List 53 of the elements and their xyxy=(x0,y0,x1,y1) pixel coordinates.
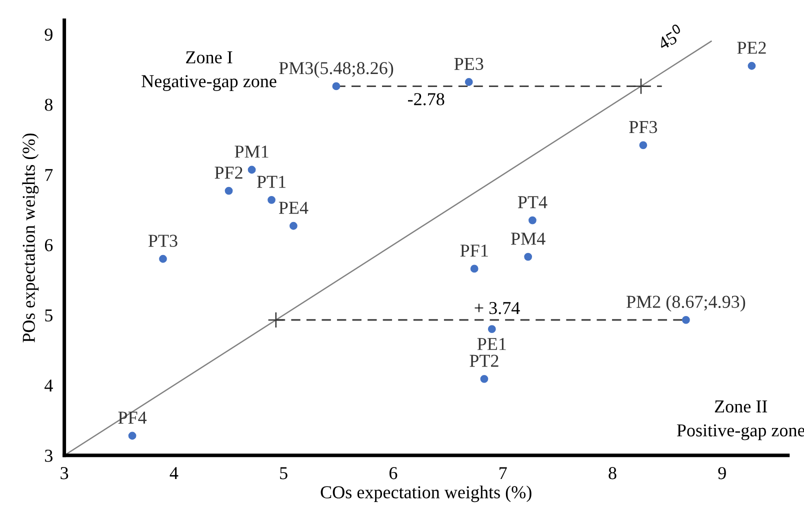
y-tick-label: 7 xyxy=(45,169,53,181)
annotation: PE4 xyxy=(278,202,308,214)
x-tick-label: 4 xyxy=(170,467,178,480)
x-tick-label: 7 xyxy=(500,467,507,480)
x-axis-title: COs expectation weights (%) xyxy=(320,486,532,502)
point xyxy=(748,62,756,70)
annotation: + 3.74 xyxy=(474,302,520,314)
annotation: PF3 xyxy=(629,121,658,134)
point xyxy=(464,78,473,86)
y-tick-label: 3 xyxy=(45,450,53,462)
annotation: PM1 xyxy=(234,146,268,158)
annotation: PT4 xyxy=(518,196,548,208)
annotation: PT1 xyxy=(257,176,286,188)
annotation: PE3 xyxy=(454,58,484,70)
point xyxy=(290,222,298,230)
point xyxy=(248,166,256,174)
annotation: -2.78 xyxy=(408,93,444,106)
x-tick-label: 5 xyxy=(280,467,288,480)
point xyxy=(480,374,488,383)
annotation: PM2 (8.67;4.93) xyxy=(626,295,746,312)
point xyxy=(268,196,276,204)
point xyxy=(332,82,340,90)
annotation: PE1 xyxy=(477,338,506,350)
point xyxy=(639,141,648,150)
point xyxy=(682,316,690,324)
x-tick-label: 6 xyxy=(389,467,398,480)
annotation: 45$^{0}$ xyxy=(654,23,685,50)
y-tick-label: 5 xyxy=(45,309,53,322)
annotation: PT2 xyxy=(470,354,498,367)
y-tick-label: 8 xyxy=(44,98,53,111)
point xyxy=(159,254,167,263)
point xyxy=(268,312,284,328)
annotation: PM4 xyxy=(511,232,546,245)
point xyxy=(488,325,496,334)
point xyxy=(128,432,136,440)
point xyxy=(524,252,532,261)
annotation: PM3(5.48;8.26) xyxy=(279,62,394,78)
point xyxy=(470,264,478,273)
y-tick-label: 4 xyxy=(44,380,53,392)
point xyxy=(632,78,650,94)
annotation: Zone I Negative-gap zone xyxy=(142,51,276,92)
annotation: PE2 xyxy=(737,42,766,54)
annotation: PF2 xyxy=(214,166,242,179)
x-tick-label: 9 xyxy=(718,467,726,480)
point xyxy=(224,186,233,195)
y-tick-label: 9 xyxy=(44,28,52,41)
x-tick-label: 8 xyxy=(608,467,616,480)
point xyxy=(528,216,536,224)
annotation: PF1 xyxy=(460,244,488,257)
y-tick-label: 6 xyxy=(44,239,53,252)
x-tick-label: 3 xyxy=(60,467,68,480)
annotation: PT3 xyxy=(148,234,178,247)
y-axis-title: POs expectation weights (%) xyxy=(22,134,39,342)
